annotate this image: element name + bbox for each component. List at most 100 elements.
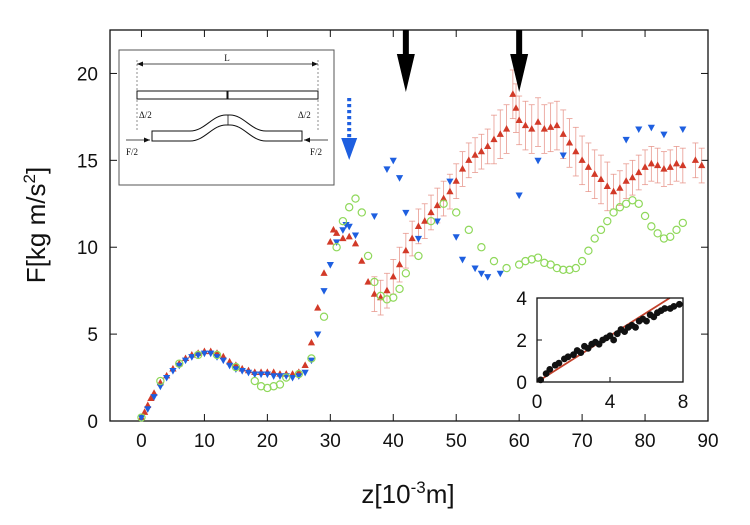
red-triangle-point bbox=[333, 229, 341, 236]
green-circle-point bbox=[193, 350, 203, 360]
y-axis-title-main: F[kg m/s bbox=[21, 184, 51, 284]
blue-triangle-point bbox=[496, 270, 504, 278]
red-triangle-point bbox=[314, 304, 322, 311]
red-triangle-point bbox=[446, 187, 454, 195]
schematic-force-arrowhead-right bbox=[304, 137, 310, 143]
blue-triangle-point bbox=[226, 362, 234, 370]
red-triangle-point bbox=[660, 165, 668, 172]
schematic-label-force-left: F/2 bbox=[126, 147, 138, 157]
red-triangle-point bbox=[616, 184, 624, 191]
blue-triangle-point bbox=[389, 157, 397, 165]
blue-triangle-point bbox=[383, 166, 391, 174]
green-circle-point bbox=[653, 229, 662, 238]
green-circle-point bbox=[376, 291, 385, 301]
red-triangle-point bbox=[465, 156, 473, 163]
schematic-flat-sheet-left bbox=[136, 90, 228, 100]
blue-triangle-point bbox=[163, 374, 171, 382]
inset-data-point bbox=[610, 336, 618, 344]
green-circle-point bbox=[319, 312, 329, 321]
x-tick-label: 60 bbox=[509, 431, 530, 452]
blue-triangle-point bbox=[213, 354, 221, 361]
red-triangle-point bbox=[540, 125, 548, 132]
red-triangle-point bbox=[358, 257, 366, 264]
red-triangle-point bbox=[609, 187, 618, 195]
red-triangle-point bbox=[433, 201, 441, 209]
green-circle-point bbox=[307, 354, 316, 363]
y-axis-title: F[kg m/s2] bbox=[20, 167, 51, 283]
red-triangle-point bbox=[698, 161, 706, 169]
blue-triangle-point bbox=[326, 262, 334, 269]
red-triangle-point bbox=[679, 161, 687, 169]
blue-triangle-point bbox=[458, 256, 467, 264]
inset-x-tick-label: 8 bbox=[678, 392, 689, 413]
blue-triangle-point bbox=[270, 373, 278, 380]
blue-triangle-point bbox=[232, 366, 240, 373]
red-triangle-point bbox=[512, 104, 520, 111]
schematic-label-delta-left: Δ/2 bbox=[139, 110, 152, 120]
blue-triangle-point bbox=[559, 152, 567, 160]
green-circle-point bbox=[212, 350, 222, 360]
green-circle-point bbox=[584, 246, 593, 255]
green-circle-point bbox=[577, 256, 587, 266]
green-circle-point bbox=[345, 203, 354, 212]
blue-triangle-point bbox=[295, 373, 303, 380]
blue-triangle-point bbox=[660, 131, 668, 139]
red-triangle-point bbox=[440, 194, 448, 202]
blue-triangle-point bbox=[345, 223, 353, 231]
green-circle-point bbox=[477, 243, 486, 252]
green-circle-point bbox=[628, 196, 637, 205]
inset-x-tick-label: 4 bbox=[605, 392, 616, 413]
red-triangle-point bbox=[307, 338, 316, 346]
dashed-arrow-segment bbox=[347, 110, 352, 114]
red-triangle-point bbox=[691, 156, 700, 163]
red-triangle-point bbox=[364, 277, 372, 285]
red-triangle-point bbox=[597, 175, 605, 183]
red-triangle-point bbox=[565, 138, 574, 146]
blue-triangle-point bbox=[251, 371, 259, 379]
green-circle-point bbox=[363, 251, 373, 261]
red-triangle-point bbox=[490, 135, 498, 143]
dashed-arrow-head bbox=[341, 138, 358, 160]
red-triangle-point bbox=[452, 177, 460, 184]
red-triangle-point bbox=[389, 272, 397, 280]
schematic-label-L: L bbox=[224, 53, 230, 63]
blue-triangle-point bbox=[339, 227, 347, 234]
red-triangle-point bbox=[147, 394, 155, 402]
red-triangle-point bbox=[622, 177, 630, 184]
green-circle-point bbox=[678, 218, 688, 228]
green-circle-point bbox=[590, 234, 599, 243]
red-triangle-point bbox=[496, 130, 504, 137]
blue-triangle-point bbox=[395, 175, 404, 182]
x-axis-title-sup: -3 bbox=[411, 478, 426, 497]
blue-triangle-point bbox=[477, 270, 485, 278]
blue-triangle-point bbox=[200, 350, 209, 358]
blue-triangle-point bbox=[181, 357, 190, 365]
green-circle-point bbox=[559, 265, 568, 275]
inset-x-tick-label: 0 bbox=[532, 392, 543, 413]
red-triangle-point bbox=[553, 121, 561, 129]
red-triangle-point bbox=[666, 163, 674, 170]
red-triangle-point bbox=[534, 118, 542, 125]
green-circle-point bbox=[338, 216, 348, 226]
blue-triangle-point bbox=[402, 209, 410, 217]
x-axis-title: z[10-3m] bbox=[361, 478, 454, 509]
inset-data-point bbox=[555, 359, 563, 367]
x-tick-label: 40 bbox=[383, 431, 404, 452]
red-triangle-point bbox=[471, 151, 479, 158]
x-tick-label: 80 bbox=[634, 431, 655, 452]
dashed-arrow-segment bbox=[347, 134, 352, 138]
y-tick-label: 0 bbox=[87, 412, 98, 433]
inset-data-point bbox=[670, 303, 678, 310]
green-circle-point bbox=[571, 263, 581, 273]
x-tick-label: 10 bbox=[194, 431, 215, 452]
blue-triangle-point bbox=[314, 331, 322, 339]
blue-triangle-point bbox=[446, 178, 454, 186]
red-triangle-point bbox=[559, 130, 567, 137]
red-triangle-point bbox=[320, 269, 328, 276]
x-axis-title-main: z[10 bbox=[361, 479, 410, 509]
blue-triangle-point bbox=[515, 192, 523, 200]
blue-triangle-point bbox=[647, 124, 655, 132]
green-circle-point bbox=[647, 222, 656, 231]
red-triangle-point bbox=[628, 173, 637, 181]
